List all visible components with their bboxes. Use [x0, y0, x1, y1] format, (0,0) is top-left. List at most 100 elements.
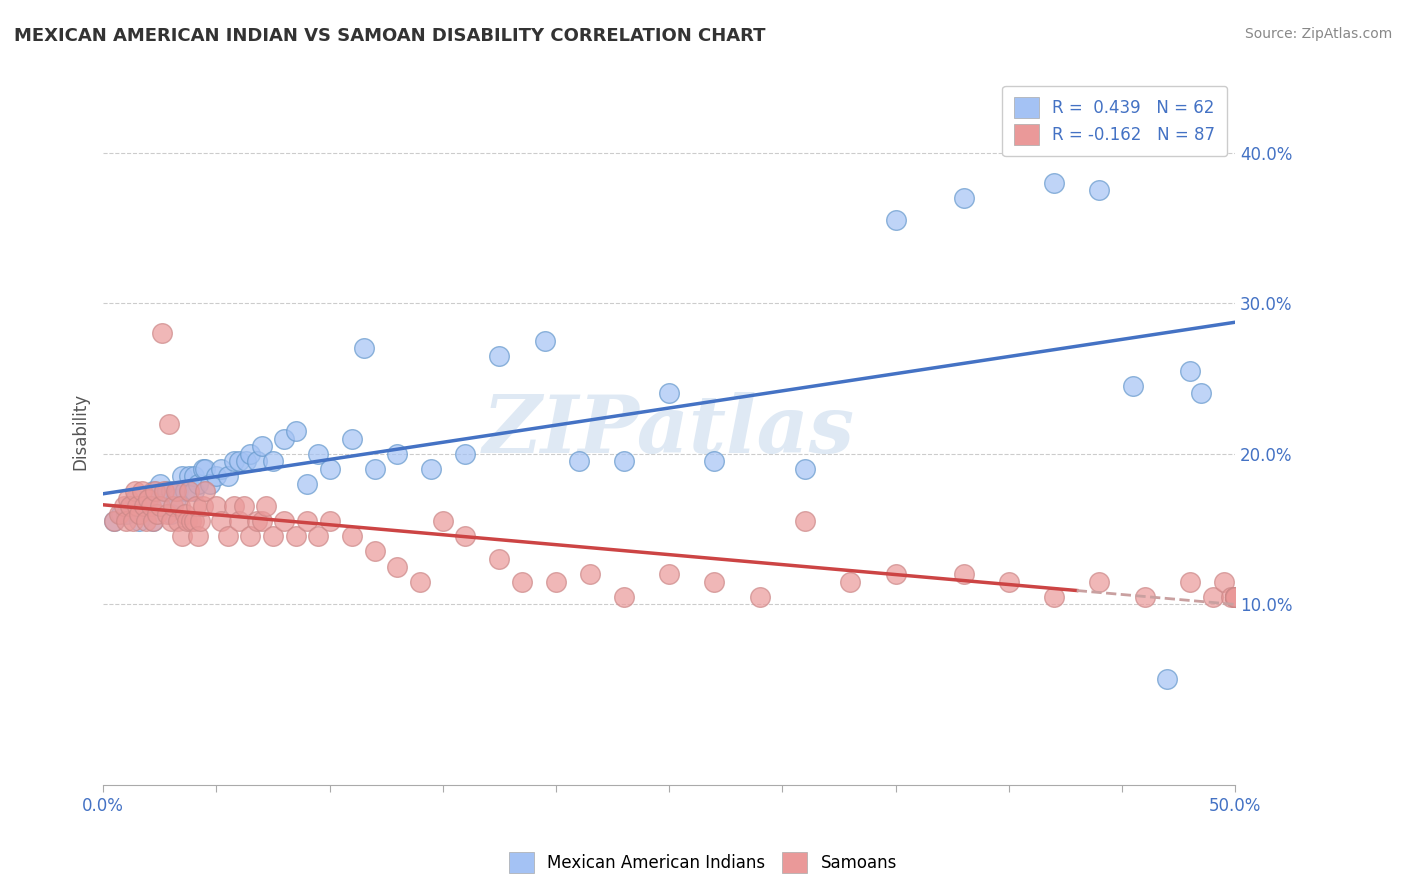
Point: [205, 500, 228, 514]
Point: [131, 484, 153, 499]
Point: [613, 454, 636, 468]
Point: [132, 500, 155, 514]
Point: [544, 574, 567, 589]
Point: [340, 529, 363, 543]
Point: [488, 349, 510, 363]
Point: [224, 454, 246, 468]
Point: [142, 515, 165, 529]
Point: [454, 529, 477, 543]
Point: [488, 552, 510, 566]
Point: [103, 515, 125, 529]
Point: [284, 529, 307, 543]
Text: Source: ZipAtlas.com: Source: ZipAtlas.com: [1244, 27, 1392, 41]
Point: [794, 515, 817, 529]
Point: [952, 567, 974, 582]
Point: [157, 417, 180, 431]
Point: [1122, 379, 1144, 393]
Point: [454, 447, 477, 461]
Point: [246, 454, 269, 468]
Point: [183, 469, 205, 483]
Point: [160, 515, 183, 529]
Point: [184, 500, 207, 514]
Text: ZIPatlas: ZIPatlas: [484, 392, 855, 470]
Point: [166, 484, 188, 499]
Point: [155, 507, 177, 521]
Point: [318, 515, 340, 529]
Point: [748, 590, 770, 604]
Point: [409, 574, 432, 589]
Point: [364, 461, 387, 475]
Point: [1225, 590, 1247, 604]
Point: [228, 515, 250, 529]
Point: [250, 515, 273, 529]
Point: [183, 484, 205, 499]
Point: [142, 484, 165, 499]
Point: [205, 469, 228, 483]
Point: [120, 500, 142, 514]
Point: [387, 447, 409, 461]
Point: [209, 461, 232, 475]
Point: [703, 574, 725, 589]
Point: [307, 447, 329, 461]
Point: [1043, 176, 1066, 190]
Point: [884, 213, 907, 227]
Point: [295, 476, 318, 491]
Point: [165, 484, 187, 499]
Point: [262, 454, 284, 468]
Point: [180, 515, 202, 529]
Point: [179, 469, 201, 483]
Point: [1088, 183, 1111, 197]
Point: [353, 342, 375, 356]
Point: [191, 500, 214, 514]
Point: [179, 484, 201, 499]
Point: [262, 529, 284, 543]
Point: [318, 461, 340, 475]
Point: [1133, 590, 1156, 604]
Point: [143, 484, 166, 499]
Point: [235, 454, 257, 468]
Point: [132, 500, 155, 514]
Point: [150, 326, 173, 341]
Point: [510, 574, 533, 589]
Point: [149, 491, 172, 506]
Point: [124, 491, 146, 506]
Point: [228, 454, 250, 468]
Point: [273, 432, 295, 446]
Point: [138, 491, 160, 506]
Point: [224, 500, 246, 514]
Text: MEXICAN AMERICAN INDIAN VS SAMOAN DISABILITY CORRELATION CHART: MEXICAN AMERICAN INDIAN VS SAMOAN DISABI…: [14, 27, 765, 45]
Point: [176, 515, 198, 529]
Point: [114, 515, 136, 529]
Point: [703, 454, 725, 468]
Point: [1225, 590, 1247, 604]
Point: [340, 432, 363, 446]
Point: [420, 461, 443, 475]
Point: [658, 567, 681, 582]
Point: [1156, 673, 1178, 687]
Point: [112, 500, 135, 514]
Point: [432, 515, 454, 529]
Point: [155, 484, 177, 499]
Point: [239, 529, 262, 543]
Point: [117, 491, 139, 506]
Point: [1178, 364, 1201, 378]
Point: [1088, 574, 1111, 589]
Point: [273, 515, 295, 529]
Legend: R =  0.439   N = 62, R = -0.162   N = 87: R = 0.439 N = 62, R = -0.162 N = 87: [1002, 86, 1227, 156]
Point: [239, 447, 262, 461]
Legend: Mexican American Indians, Samoans: Mexican American Indians, Samoans: [502, 846, 904, 880]
Point: [533, 334, 555, 348]
Point: [110, 507, 132, 521]
Point: [1043, 590, 1066, 604]
Point: [194, 461, 217, 475]
Point: [246, 515, 269, 529]
Point: [198, 476, 221, 491]
Point: [387, 559, 409, 574]
Point: [1201, 590, 1223, 604]
Point: [165, 491, 187, 506]
Point: [364, 544, 387, 558]
Point: [284, 424, 307, 438]
Point: [162, 500, 184, 514]
Point: [217, 529, 239, 543]
Point: [794, 461, 817, 475]
